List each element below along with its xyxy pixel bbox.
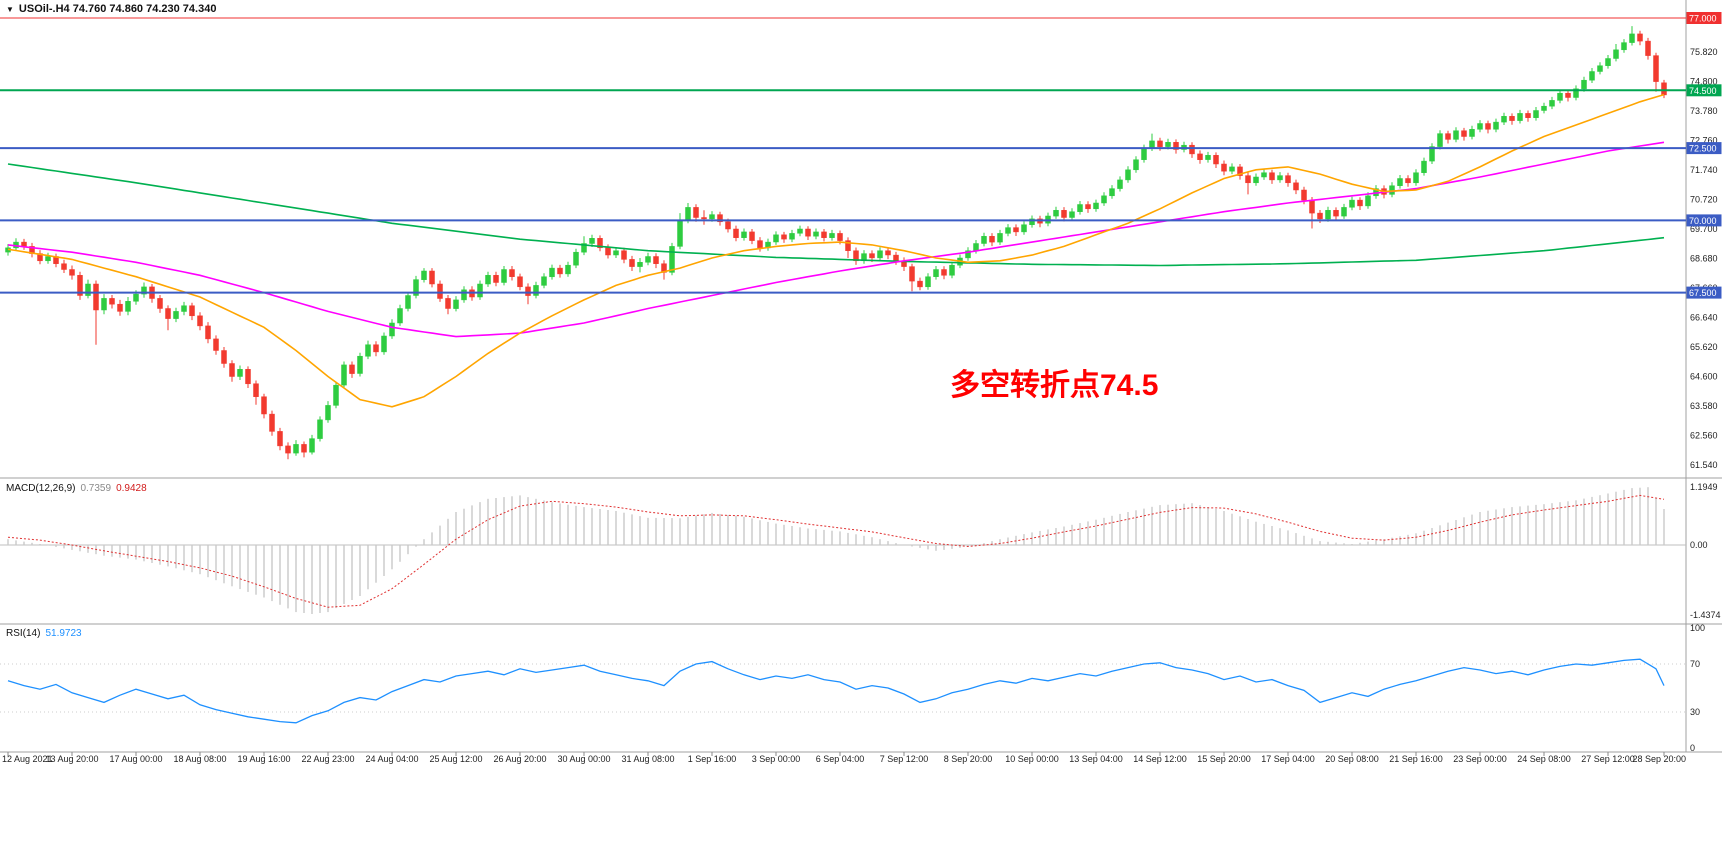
time-axis-label: 8 Sep 20:00 [944,754,993,764]
price-axis-label: 61.540 [1690,460,1718,470]
price-tag-74.500 [1686,84,1722,97]
time-axis-label: 13 Aug 20:00 [45,754,98,764]
time-axis-label: 27 Sep 12:00 [1581,754,1635,764]
time-axis-label: 26 Aug 20:00 [493,754,546,764]
rsi-value: 51.9723 [45,628,82,639]
macd-main-value: 0.7359 [80,483,112,494]
price-tag-67.500 [1686,286,1722,299]
price-axis[interactable]: 75.820 74.800 73.780 72.760 71.740 70.720 69.7… [1686,12,1722,753]
price-axis-label: 70.720 [1690,195,1718,205]
time-axis-label: 31 Aug 08:00 [621,754,674,764]
price-axis-label: 75.820 [1690,47,1718,57]
rsi-panel[interactable] [0,658,1686,724]
svg-text:67.500: 67.500 [1689,288,1717,298]
time-axis-label: 19 Aug 16:00 [237,754,290,764]
time-axis-label: 3 Sep 00:00 [752,754,801,764]
time-axis-label: 17 Aug 00:00 [109,754,162,764]
price-axis-label: 69.700 [1690,224,1718,234]
expand-triangle-icon[interactable]: ▼ [6,4,14,14]
chart-title-bar: ▼ USOil-.H4 74.760 74.860 74.230 74.340 [6,3,216,15]
horizontal-level-lines[interactable] [0,17,1686,294]
panel-separators [0,0,1722,753]
ma-green-slow [7,163,1665,267]
time-axis-label: 14 Sep 12:00 [1133,754,1187,764]
price-axis-label: 63.580 [1690,401,1718,411]
price-axis-label: 66.640 [1690,313,1718,323]
macd-axis-label: -1.4374 [1690,610,1721,620]
svg-text:74.500: 74.500 [1689,86,1717,96]
time-axis-label: 13 Sep 04:00 [1069,754,1123,764]
time-axis-label: 23 Sep 00:00 [1453,754,1507,764]
time-axis-label: 6 Sep 04:00 [816,754,865,764]
time-axis-label: 21 Sep 16:00 [1389,754,1443,764]
price-tag-70.000 [1686,214,1722,227]
time-axis-label: 18 Aug 08:00 [173,754,226,764]
time-axis-label: 22 Aug 23:00 [301,754,354,764]
svg-text:77.000: 77.000 [1689,14,1717,24]
price-axis-label: 74.800 [1690,77,1718,87]
price-axis-label: 68.680 [1690,254,1718,264]
price-axis-label: 65.620 [1690,342,1718,352]
time-axis-label: 24 Aug 04:00 [365,754,418,764]
time-axis-label: 12 Aug 2021 [2,754,53,764]
time-axis-label: 7 Sep 12:00 [880,754,929,764]
ma-orange-fast [7,93,1665,408]
rsi-title: RSI(14) [6,628,41,639]
macd-indicator-label: MACD(12,26,9) 0.7359 0.9428 [6,483,147,494]
time-axis-label: 10 Sep 00:00 [1005,754,1059,764]
macd-axis-label: 1.1949 [1690,482,1718,492]
time-axis-label: 30 Aug 00:00 [557,754,610,764]
macd-axis-label: 0.00 [1690,540,1708,550]
chart-ohlc-title: USOil-.H4 74.760 74.860 74.230 74.340 [18,3,217,15]
time-axis-label: 24 Sep 08:00 [1517,754,1571,764]
rsi-axis-label: 30 [1690,707,1700,717]
time-axis-label: 20 Sep 08:00 [1325,754,1379,764]
macd-title: MACD(12,26,9) [6,483,76,494]
rsi-indicator-label: RSI(14) 51.9723 [6,628,82,639]
price-axis-label: 62.560 [1690,431,1718,441]
rsi-line [7,658,1665,724]
price-axis-label: 64.600 [1690,372,1718,382]
time-axis-label: 28 Sep 20:00 [1632,754,1686,764]
rsi-axis-label: 100 [1690,623,1705,633]
price-axis-label: 73.780 [1690,106,1718,116]
time-axis-label: 17 Sep 04:00 [1261,754,1315,764]
moving-averages [7,93,1665,408]
price-axis-label: 71.740 [1690,165,1718,175]
macd-signal-line [7,494,1665,608]
price-tag-72.500 [1686,142,1722,155]
chart-annotation-text[interactable]: 多空转折点74.5 [950,369,1159,402]
rsi-axis-label: 0 [1690,743,1695,753]
macd-panel[interactable] [0,487,1686,614]
macd-signal-value: 0.9428 [116,483,147,494]
svg-text:72.500: 72.500 [1689,144,1717,154]
price-tag-77.000 [1686,12,1722,24]
time-axis-label: 1 Sep 16:00 [688,754,737,764]
rsi-axis-label: 70 [1690,659,1700,669]
time-axis-label: 15 Sep 20:00 [1197,754,1251,764]
candlesticks[interactable] [5,26,1667,460]
svg-text:70.000: 70.000 [1689,216,1717,226]
price-axis-label: 72.760 [1690,136,1718,146]
time-axis-label: 25 Aug 12:00 [429,754,482,764]
